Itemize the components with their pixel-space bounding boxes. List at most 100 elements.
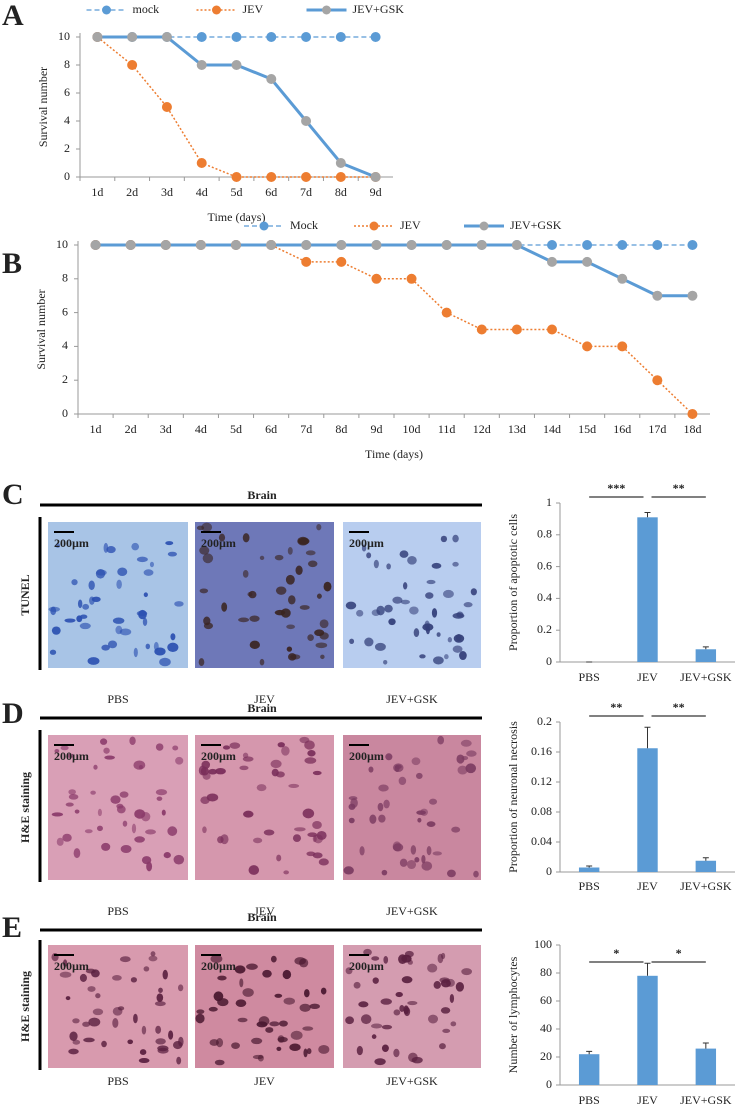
cell <box>345 1016 354 1025</box>
cell <box>460 739 472 747</box>
cell <box>156 796 163 801</box>
cell <box>316 523 322 531</box>
x-tick-label: PBS <box>578 879 599 893</box>
cell <box>229 742 241 749</box>
significance-label: * <box>676 946 682 960</box>
cell <box>234 965 246 974</box>
cell <box>395 992 403 998</box>
point <box>617 273 628 284</box>
x-tick-label: 1d <box>90 422 102 436</box>
x-tick-label: JEV <box>637 879 658 893</box>
panel-letter: B <box>2 247 22 280</box>
cell <box>202 553 214 564</box>
cell <box>437 735 445 745</box>
image-caption: PBS <box>107 692 128 706</box>
error-bar <box>702 1042 709 1049</box>
cell <box>283 870 289 875</box>
cell <box>277 742 285 748</box>
cell <box>253 837 263 844</box>
cell <box>159 657 171 667</box>
cell <box>64 618 76 623</box>
cell <box>455 633 462 642</box>
point <box>547 240 557 250</box>
cell <box>295 565 303 576</box>
cell <box>76 615 83 623</box>
cell <box>279 1020 288 1027</box>
cell <box>72 1039 81 1045</box>
cell <box>285 574 295 585</box>
cell <box>371 956 380 961</box>
cell <box>68 1048 79 1055</box>
cell <box>154 647 166 656</box>
y-tick-label: 1 <box>546 495 552 509</box>
point <box>652 240 663 250</box>
point <box>161 102 172 112</box>
cell <box>274 993 283 998</box>
image-caption: PBS <box>107 1074 128 1088</box>
cell <box>356 609 364 617</box>
cell <box>117 1006 125 1011</box>
y-tick-label: 20 <box>540 1049 552 1063</box>
cell <box>122 820 128 827</box>
cell <box>450 1021 457 1027</box>
error-bar <box>644 512 651 518</box>
cell <box>145 643 151 650</box>
cell <box>134 809 146 819</box>
micrograph: 200µm <box>343 945 481 1068</box>
point <box>160 240 171 250</box>
cell <box>426 821 436 828</box>
cell <box>473 870 479 878</box>
cell <box>252 1054 264 1060</box>
cell <box>381 1024 393 1030</box>
x-tick-label: JEV <box>637 670 658 684</box>
cell <box>442 589 454 599</box>
micrograph: 200µm <box>48 522 188 668</box>
cell <box>133 647 138 658</box>
scale-label: 200µm <box>349 959 384 973</box>
point <box>231 32 242 42</box>
cell <box>175 756 184 765</box>
y-tick-label: 8 <box>64 57 70 71</box>
point <box>547 256 557 267</box>
cell <box>101 1040 107 1048</box>
cell <box>127 1039 134 1045</box>
cell <box>88 1017 101 1027</box>
cell <box>49 649 57 655</box>
cell <box>167 551 177 557</box>
cell <box>262 969 272 978</box>
panel-letter: E <box>2 911 22 944</box>
cell <box>259 658 265 666</box>
micrograph: 200µm <box>48 735 188 880</box>
cell <box>392 843 404 852</box>
cell <box>371 609 381 617</box>
cell <box>320 987 327 995</box>
error-bar <box>644 962 651 976</box>
cell <box>271 768 279 777</box>
cell <box>281 746 290 756</box>
cell <box>368 766 374 773</box>
cell <box>167 642 179 652</box>
cell <box>85 968 96 974</box>
cell <box>242 533 250 543</box>
cell <box>82 1021 91 1027</box>
cell <box>155 1025 162 1034</box>
cell <box>238 617 250 623</box>
cell <box>256 784 267 792</box>
cell <box>48 606 61 612</box>
cell <box>274 554 284 561</box>
cell <box>231 1042 240 1049</box>
cell <box>276 1046 282 1052</box>
cell <box>318 858 329 866</box>
cell <box>312 852 323 859</box>
cell <box>218 533 226 542</box>
micrograph: 200µm <box>48 945 188 1068</box>
cell <box>77 599 83 609</box>
panel-letter: C <box>2 478 24 511</box>
cell <box>107 640 118 649</box>
error-bar <box>586 1050 593 1055</box>
cell <box>246 963 258 970</box>
cell <box>138 1058 150 1064</box>
cell <box>251 1037 263 1045</box>
image-caption: JEV+GSK <box>386 904 438 918</box>
cell <box>148 955 158 962</box>
